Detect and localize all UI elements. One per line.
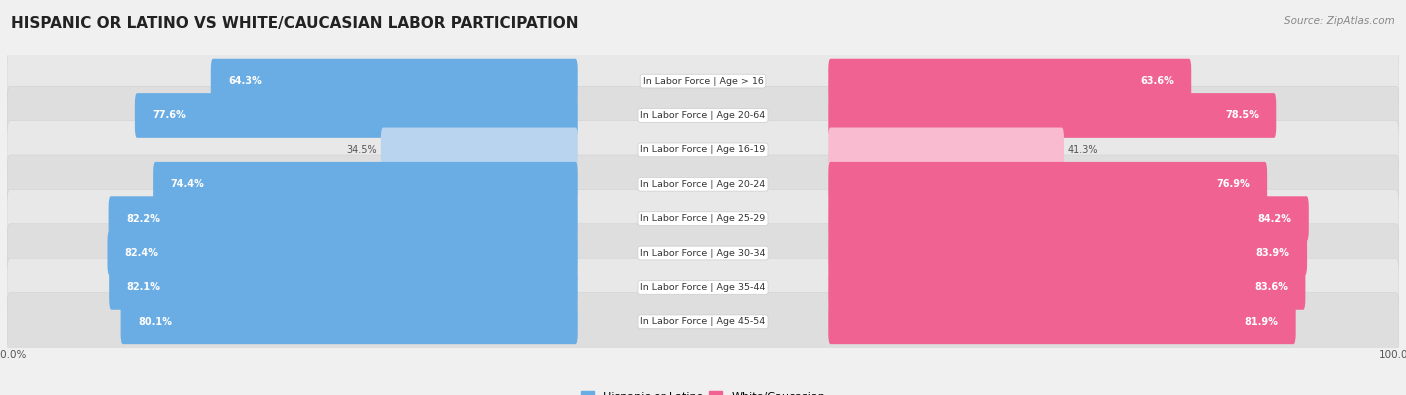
Text: 84.2%: 84.2% [1257,214,1291,224]
FancyBboxPatch shape [828,162,1267,207]
Text: In Labor Force | Age > 16: In Labor Force | Age > 16 [643,77,763,86]
Legend: Hispanic or Latino, White/Caucasian: Hispanic or Latino, White/Caucasian [576,387,830,395]
FancyBboxPatch shape [211,59,578,103]
FancyBboxPatch shape [828,128,1064,172]
Text: 41.3%: 41.3% [1067,145,1098,155]
Text: In Labor Force | Age 20-24: In Labor Force | Age 20-24 [640,180,766,189]
FancyBboxPatch shape [828,196,1309,241]
FancyBboxPatch shape [381,128,578,172]
Text: 83.6%: 83.6% [1254,282,1288,292]
FancyBboxPatch shape [828,231,1308,275]
Text: 64.3%: 64.3% [228,76,262,86]
Text: HISPANIC OR LATINO VS WHITE/CAUCASIAN LABOR PARTICIPATION: HISPANIC OR LATINO VS WHITE/CAUCASIAN LA… [11,16,579,31]
Text: 63.6%: 63.6% [1140,76,1174,86]
Text: In Labor Force | Age 25-29: In Labor Force | Age 25-29 [640,214,766,223]
Text: In Labor Force | Age 30-34: In Labor Force | Age 30-34 [640,248,766,258]
FancyBboxPatch shape [135,93,578,138]
Text: 80.1%: 80.1% [138,317,172,327]
Text: 82.1%: 82.1% [127,282,160,292]
FancyBboxPatch shape [7,293,1399,351]
FancyBboxPatch shape [107,231,578,275]
FancyBboxPatch shape [7,224,1399,282]
FancyBboxPatch shape [7,120,1399,179]
Text: In Labor Force | Age 16-19: In Labor Force | Age 16-19 [640,145,766,154]
Text: 78.5%: 78.5% [1225,111,1258,120]
Text: 82.4%: 82.4% [125,248,159,258]
Text: 34.5%: 34.5% [347,145,377,155]
Text: 77.6%: 77.6% [152,111,186,120]
Text: 76.9%: 76.9% [1216,179,1250,189]
Text: 83.9%: 83.9% [1256,248,1289,258]
FancyBboxPatch shape [7,86,1399,145]
FancyBboxPatch shape [828,299,1296,344]
FancyBboxPatch shape [108,196,578,241]
FancyBboxPatch shape [828,93,1277,138]
Text: Source: ZipAtlas.com: Source: ZipAtlas.com [1284,16,1395,26]
Text: 74.4%: 74.4% [170,179,204,189]
FancyBboxPatch shape [153,162,578,207]
Text: In Labor Force | Age 20-64: In Labor Force | Age 20-64 [640,111,766,120]
Text: 81.9%: 81.9% [1244,317,1278,327]
FancyBboxPatch shape [7,258,1399,317]
Text: In Labor Force | Age 45-54: In Labor Force | Age 45-54 [640,317,766,326]
FancyBboxPatch shape [7,52,1399,110]
FancyBboxPatch shape [7,155,1399,213]
FancyBboxPatch shape [7,190,1399,248]
Text: In Labor Force | Age 35-44: In Labor Force | Age 35-44 [640,283,766,292]
FancyBboxPatch shape [828,59,1191,103]
FancyBboxPatch shape [121,299,578,344]
FancyBboxPatch shape [828,265,1305,310]
FancyBboxPatch shape [110,265,578,310]
Text: 82.2%: 82.2% [127,214,160,224]
